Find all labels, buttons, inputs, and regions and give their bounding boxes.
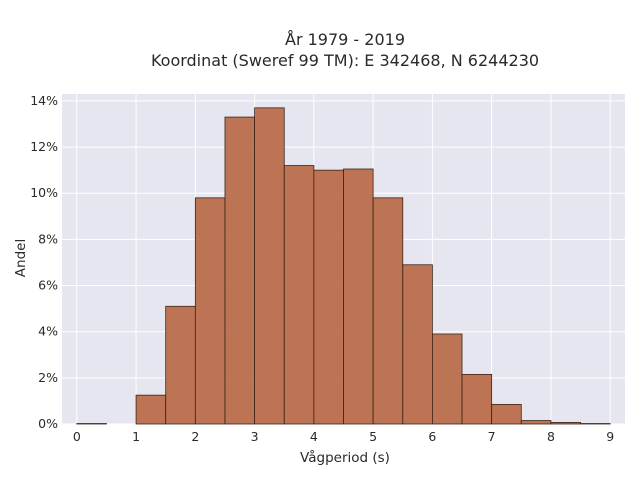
y-tick-label: 14% [30, 93, 58, 108]
histogram-bar [520, 420, 552, 425]
histogram-bar [283, 165, 315, 425]
histogram-bar [491, 403, 522, 425]
y-axis-ticks: 0% 2% 4% 6% 8% 10% 12% 14% [30, 93, 58, 431]
x-tick-label: 5 [369, 429, 377, 444]
chart-title-line-2: Koordinat (Sweref 99 TM): E 342468, N 62… [151, 51, 539, 70]
y-tick-label: 2% [38, 370, 58, 385]
x-tick-label: 9 [606, 429, 614, 444]
x-tick-label: 3 [251, 429, 259, 444]
histogram-bar [165, 305, 196, 425]
histogram-bar [343, 168, 374, 425]
histogram-bar [313, 169, 344, 425]
chart-title-line-1: År 1979 - 2019 [285, 30, 405, 49]
histogram-bar [254, 107, 285, 425]
y-tick-label: 6% [38, 278, 58, 293]
x-tick-label: 7 [488, 429, 496, 444]
histogram-bar [431, 333, 463, 425]
histogram-bar [194, 197, 226, 425]
x-tick-label: 8 [547, 429, 555, 444]
y-axis-label: Andel [13, 239, 29, 277]
histogram-bar [372, 197, 404, 425]
histogram-bar [550, 421, 581, 425]
y-tick-label: 0% [38, 416, 58, 431]
histogram-bar [224, 116, 256, 425]
x-tick-label: 1 [132, 429, 140, 444]
histogram-bar [135, 394, 167, 425]
x-axis-ticks: 0 1 2 3 4 5 6 7 8 9 [73, 429, 614, 444]
x-axis-label: Vågperiod (s) [300, 449, 390, 466]
histogram-bar [461, 373, 493, 425]
x-tick-label: 6 [428, 429, 436, 444]
x-tick-label: 4 [310, 429, 318, 444]
y-tick-label: 8% [38, 231, 58, 246]
x-tick-label: 0 [73, 429, 81, 444]
y-tick-label: 4% [38, 324, 58, 339]
y-tick-label: 12% [30, 139, 58, 154]
y-tick-label: 10% [30, 185, 58, 200]
bars [76, 107, 611, 425]
histogram-bar [402, 264, 433, 425]
x-tick-label: 2 [191, 429, 199, 444]
